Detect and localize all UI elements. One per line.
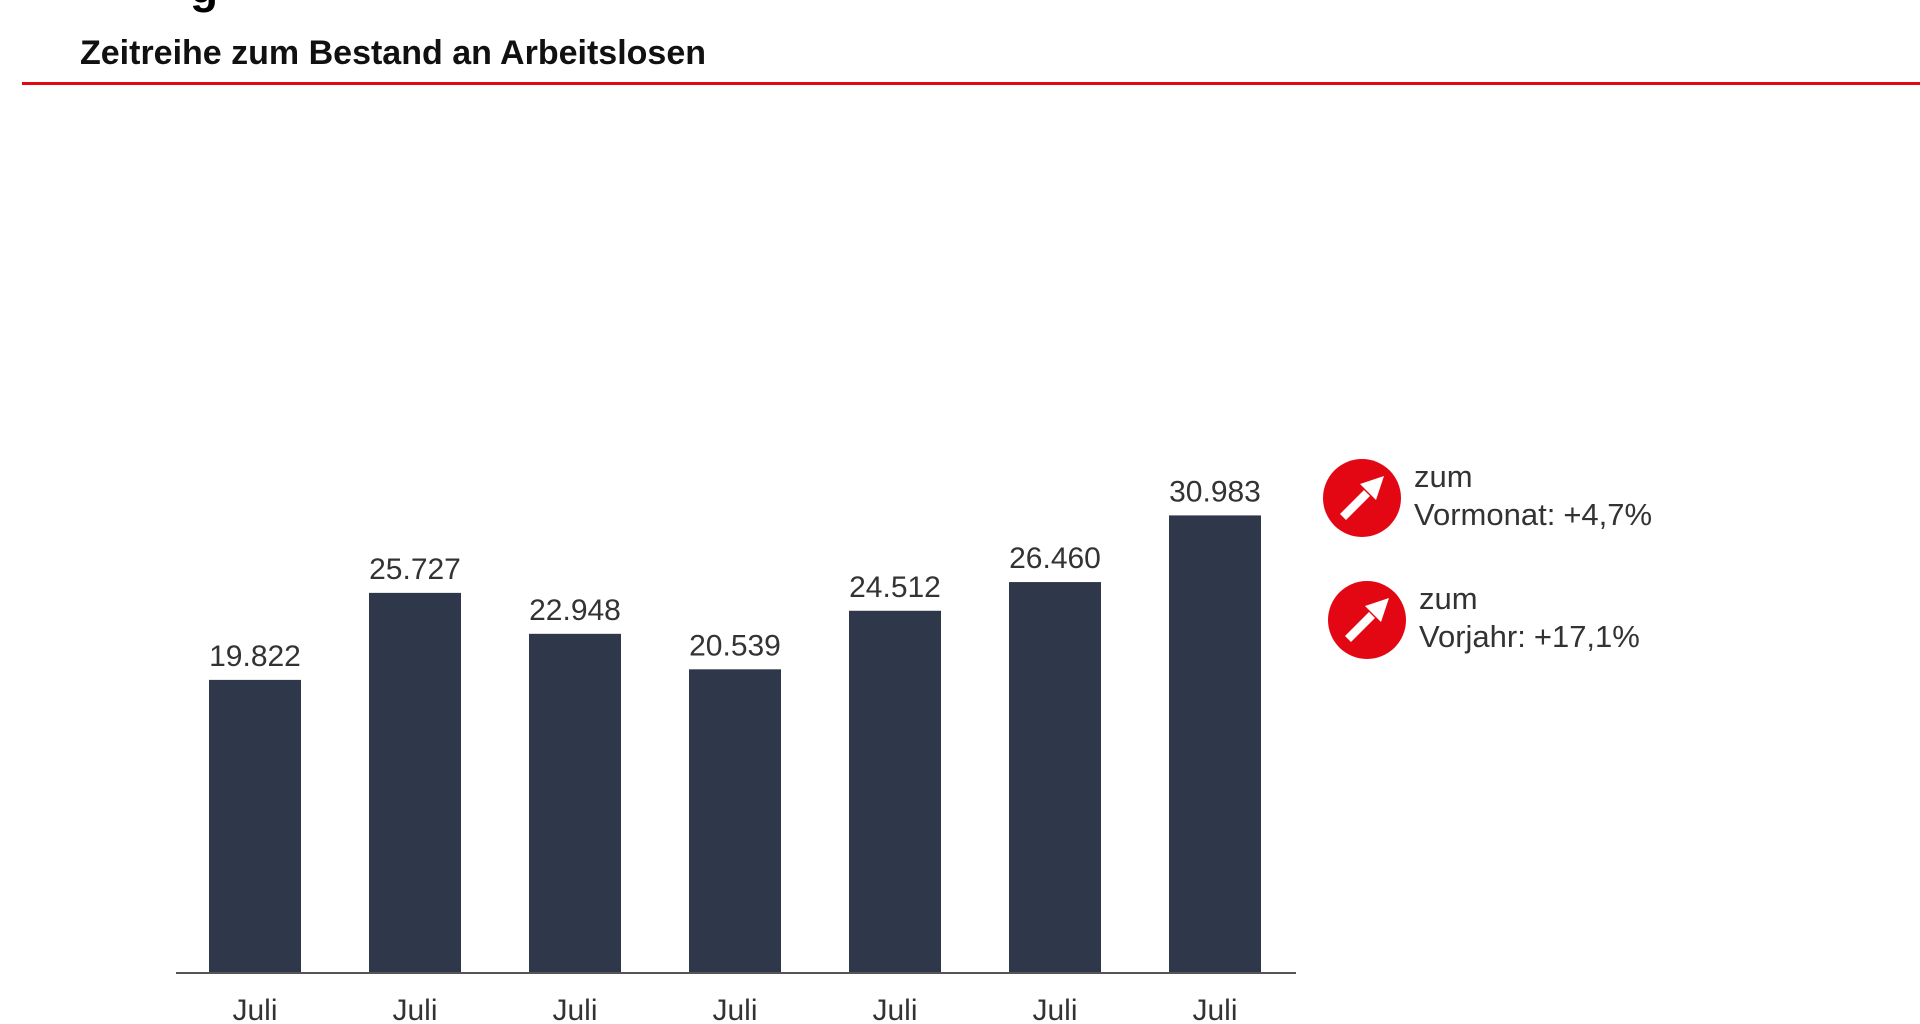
bar-value-label: 25.727 (369, 553, 461, 586)
change-value: +17,1% (1533, 619, 1640, 654)
change-label: Vorjahr: (1419, 619, 1526, 654)
title-divider (22, 82, 1920, 85)
bar (849, 610, 941, 972)
bar-value-label: 26.460 (1009, 542, 1101, 575)
bar (209, 679, 301, 972)
change-prefix: zum (1419, 581, 1478, 616)
bar-chart: 19.822 25.727 22.948 20.539 24.512 26.460 30.9… (176, 475, 1296, 1024)
change-vs-previous-year: zum Vorjahr: +17,1% (1327, 580, 1640, 660)
change-prefix: zum (1414, 459, 1473, 494)
x-tick-label: Juli (232, 994, 277, 1024)
change-value: +4,7% (1563, 497, 1653, 532)
bar (1009, 582, 1101, 972)
bar-value-label: 20.539 (689, 629, 781, 662)
bar (1169, 515, 1261, 972)
bar-value-label: 19.822 (209, 640, 301, 673)
bar-value-label: 30.983 (1169, 475, 1261, 508)
bars-group (209, 515, 1261, 972)
x-tick-label: Juli (872, 994, 917, 1024)
x-tick-label: Juli (1032, 994, 1077, 1024)
bar-value-label: 24.512 (849, 571, 941, 604)
change-vs-previous-month: zum Vormonat: +4,7% (1322, 458, 1652, 538)
x-tick-label: Juli (392, 994, 437, 1024)
up-arrow-icon (1328, 581, 1406, 659)
x-tick-label: Juli (1192, 994, 1237, 1024)
bar (689, 669, 781, 972)
bar-value-label: 22.948 (529, 594, 621, 627)
change-label: Vormonat: (1414, 497, 1556, 532)
up-arrow-icon (1323, 459, 1401, 537)
x-tick-label: Juli (552, 994, 597, 1024)
x-tick-label: Juli (712, 994, 757, 1024)
bar (529, 633, 621, 972)
chart-section-title: Zeitreihe zum Bestand an Arbeitslosen (80, 34, 706, 72)
bar (369, 592, 461, 972)
cut-off-heading: g (190, 0, 218, 14)
x-tick-labels-group: Juli Juli Juli Juli Juli Juli Juli (232, 994, 1237, 1024)
value-labels-group: 19.822 25.727 22.948 20.539 24.512 26.460 30.9… (209, 475, 1261, 672)
